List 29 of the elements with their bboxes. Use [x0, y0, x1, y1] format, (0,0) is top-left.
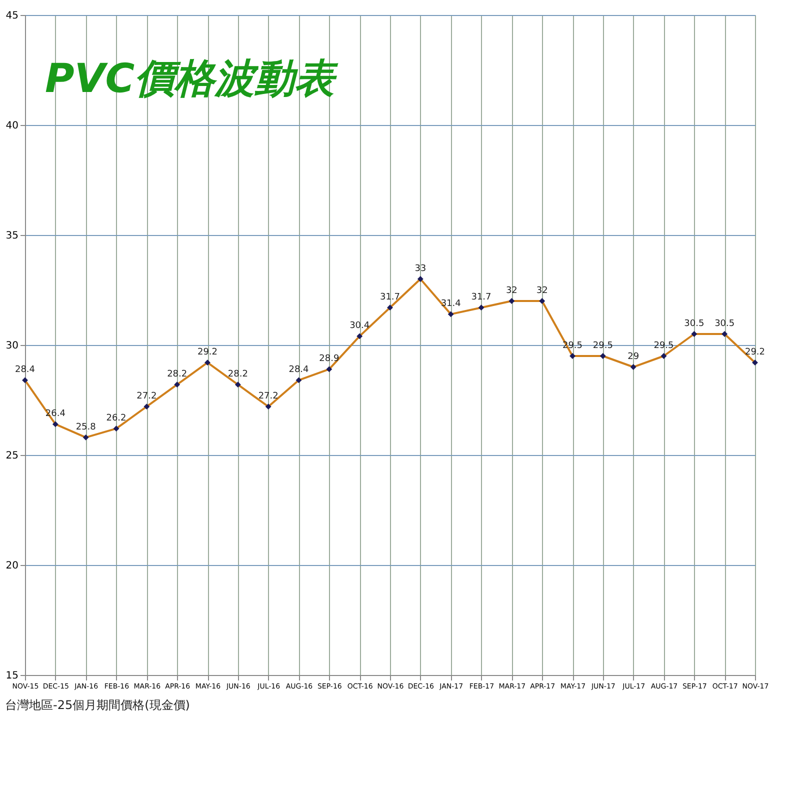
data-label: 25.8 [76, 422, 96, 432]
data-label: 29 [628, 352, 640, 362]
data-label: 30.5 [714, 319, 735, 329]
data-label: 28.2 [228, 370, 248, 380]
y-tick-label: 25 [6, 450, 18, 462]
data-label: 29.2 [744, 348, 766, 358]
data-label: 30.4 [350, 321, 370, 332]
y-tick-label: 40 [6, 120, 18, 132]
y-tick-label: 30 [6, 340, 18, 352]
data-label: 32 [536, 286, 548, 296]
data-label: 31.7 [471, 292, 492, 303]
y-tick-label: 15 [6, 670, 18, 682]
data-label: 28.9 [319, 354, 340, 364]
data-label: 28.4 [288, 365, 310, 376]
data-label: 27.2 [136, 392, 157, 402]
data-label: 26.2 [106, 414, 126, 424]
data-label: 28.4 [14, 365, 36, 376]
y-tick-label: 45 [6, 10, 18, 22]
text: PVC價格波動表 [45, 56, 339, 102]
y-tick-label: 20 [6, 560, 18, 572]
data-label: 33 [414, 264, 426, 274]
data-label: 31.7 [380, 292, 400, 303]
data-label: 27.2 [258, 392, 278, 402]
y-tick-label: 35 [6, 230, 18, 242]
data-label: 28.2 [167, 370, 188, 380]
data-label: 29.2 [197, 348, 218, 358]
text: 台灣地區-25個月期間價格(現金價) [5, 698, 190, 712]
data-label: 30.5 [684, 319, 704, 329]
data-label: 32 [506, 286, 518, 296]
